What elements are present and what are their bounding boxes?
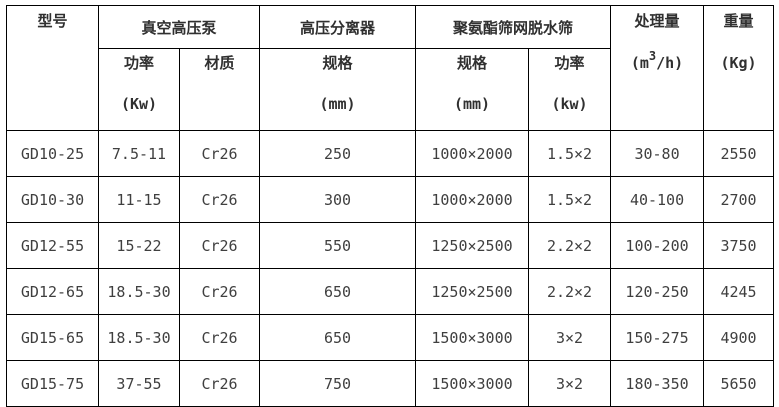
- header-weight: 重量 (Kg): [703, 5, 775, 131]
- header-pump-power-unit: (Kw): [120, 95, 158, 113]
- table-row: GD12-55 15-22 Cr26 550 1250×2500 2.2×2 1…: [6, 222, 775, 269]
- cell-model: GD15-75: [6, 360, 99, 407]
- cell-pump-material: Cr26: [178, 176, 261, 223]
- cell-pump-power: 18.5-30: [98, 314, 180, 361]
- header-dewatering-screen-group: 聚氨酯筛网脱水筛: [415, 5, 612, 49]
- cell-pump-power: 37-55: [98, 360, 180, 407]
- cell-screen-power: 2.2×2: [528, 222, 612, 269]
- cell-capacity: 150-275: [610, 314, 705, 361]
- cell-pump-material: Cr26: [178, 360, 261, 407]
- cell-screen-power: 1.5×2: [528, 130, 612, 177]
- table-row: GD15-75 37-55 Cr26 750 1500×3000 3×2 180…: [6, 360, 775, 407]
- header-weight-unit: (Kg): [720, 54, 757, 72]
- cell-separator-spec: 650: [259, 268, 417, 315]
- cell-separator-spec: 750: [259, 360, 417, 407]
- cell-pump-material: Cr26: [178, 268, 261, 315]
- cell-weight: 5650: [703, 360, 775, 407]
- cell-capacity: 30-80: [610, 130, 705, 177]
- cell-model: GD15-65: [6, 314, 99, 361]
- header-group-row: 型号 真空高压泵 高压分离器 聚氨酯筛网脱水筛 处理量 (m3/h) 重量 (K…: [6, 5, 775, 131]
- cell-screen-power: 2.2×2: [528, 268, 612, 315]
- header-vacuum-pump-group: 真空高压泵: [97, 5, 261, 49]
- table-row: GD12-65 18.5-30 Cr26 650 1250×2500 2.2×2…: [6, 268, 775, 315]
- header-sub-row: 功率 (Kw) 材质 规格 (mm) 规格 (mm) 功率 (kw): [7, 48, 774, 131]
- header-model-label: 型号: [37, 12, 68, 30]
- cell-model: GD10-25: [6, 130, 99, 177]
- cell-capacity: 120-250: [610, 268, 705, 315]
- table-row: GD10-25 7.5-11 Cr26 250 1000×2000 1.5×2 …: [6, 130, 775, 177]
- header-capacity: 处理量 (m3/h): [610, 5, 705, 131]
- header-screen-spec-label: 规格: [457, 54, 488, 72]
- cell-model: GD12-55: [6, 222, 99, 269]
- cell-screen-spec: 1250×2500: [415, 222, 530, 269]
- table-row: GD10-30 11-15 Cr26 300 1000×2000 1.5×2 4…: [6, 176, 775, 223]
- cell-separator-spec: 650: [259, 314, 417, 361]
- cell-screen-power: 3×2: [528, 360, 612, 407]
- header-weight-label: 重量: [723, 12, 754, 30]
- capacity-unit-superscript: 3: [648, 49, 657, 63]
- header-pump-material-label: 材质: [204, 54, 235, 72]
- cell-pump-power: 18.5-30: [98, 268, 180, 315]
- cell-pump-material: Cr26: [178, 222, 261, 269]
- header-separator-spec: 规格 (mm): [259, 48, 417, 131]
- cell-capacity: 180-350: [610, 360, 705, 407]
- cell-model: GD10-30: [6, 176, 99, 223]
- cell-separator-spec: 250: [259, 130, 417, 177]
- cell-screen-spec: 1500×3000: [415, 360, 530, 407]
- header-screen-power-label: 功率: [554, 54, 585, 72]
- cell-screen-spec: 1000×2000: [415, 130, 530, 177]
- header-separator-spec-unit: (mm): [319, 95, 356, 113]
- cell-pump-power: 15-22: [98, 222, 180, 269]
- cell-pump-material: Cr26: [178, 314, 261, 361]
- cell-pump-power: 7.5-11: [98, 130, 180, 177]
- table-row: GD15-65 18.5-30 Cr26 650 1500×3000 3×2 1…: [6, 314, 775, 361]
- header-pump-power-label: 功率: [123, 54, 154, 72]
- cell-separator-spec: 300: [259, 176, 417, 223]
- cell-weight: 2550: [703, 130, 775, 177]
- header-pump-power: 功率 (Kw): [98, 48, 180, 131]
- header-screen-power: 功率 (kw): [528, 48, 612, 131]
- header-pump-material: 材质: [178, 48, 261, 131]
- cell-screen-spec: 1000×2000: [415, 176, 530, 223]
- cell-weight: 2700: [703, 176, 775, 223]
- header-screen-power-unit: (kw): [551, 95, 588, 113]
- cell-weight: 3750: [703, 222, 775, 269]
- cell-weight: 4900: [703, 314, 775, 361]
- cell-pump-material: Cr26: [178, 130, 261, 177]
- header-separator-group: 高压分离器: [259, 5, 417, 49]
- cell-model: GD12-65: [6, 268, 99, 315]
- cell-screen-spec: 1250×2500: [415, 268, 530, 315]
- header-screen-spec: 规格 (mm): [415, 48, 530, 131]
- header-separator-spec-label: 规格: [322, 54, 353, 72]
- cell-capacity: 100-200: [610, 222, 705, 269]
- header-screen-spec-unit: (mm): [453, 95, 491, 113]
- header-model: 型号: [6, 5, 99, 131]
- cell-capacity: 40-100: [610, 176, 705, 223]
- cell-screen-power: 3×2: [528, 314, 612, 361]
- cell-separator-spec: 550: [259, 222, 417, 269]
- product-spec-table: 型号 真空高压泵 高压分离器 聚氨酯筛网脱水筛 处理量 (m3/h) 重量 (K…: [6, 5, 775, 407]
- cell-pump-power: 11-15: [98, 176, 180, 223]
- cell-screen-power: 1.5×2: [528, 176, 612, 223]
- header-capacity-label: 处理量: [634, 12, 680, 30]
- cell-screen-spec: 1500×3000: [415, 314, 530, 361]
- header-capacity-unit: (m3/h): [630, 49, 684, 72]
- cell-weight: 4245: [703, 268, 775, 315]
